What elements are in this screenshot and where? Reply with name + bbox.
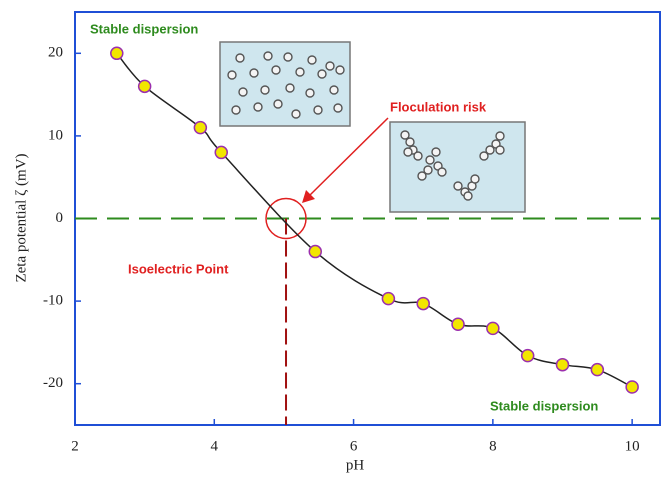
data-point [590, 362, 605, 377]
data-point [625, 380, 639, 394]
inset-flocculated [389, 121, 526, 213]
annotation: Floculation risk [390, 99, 487, 114]
data-point [308, 244, 323, 259]
data-point [520, 348, 535, 363]
x-tick-label: 6 [350, 438, 358, 454]
y-tick-label: -20 [43, 375, 63, 391]
x-axis-label: pH [346, 457, 365, 473]
data-line [116, 52, 633, 388]
data-point [416, 296, 430, 311]
y-tick-label: 10 [48, 127, 63, 143]
x-tick-label: 4 [211, 438, 219, 454]
annotation: Stable dispersion [490, 398, 598, 413]
data-point [555, 357, 570, 372]
arrow [308, 117, 389, 197]
data-point [193, 120, 208, 135]
y-tick-label: 0 [56, 210, 64, 226]
data-point [214, 145, 228, 160]
isoelectric-circle [265, 197, 307, 240]
y-tick-label: -10 [43, 293, 63, 309]
x-tick-label: 2 [71, 438, 79, 454]
x-tick-label: 8 [489, 438, 497, 454]
x-tick-label: 10 [625, 438, 640, 454]
data-point [381, 291, 396, 306]
annotation: Isoelectric Point [128, 261, 229, 276]
y-axis-label: Zeta potential ζ (mV) [13, 153, 29, 282]
data-point [486, 321, 500, 336]
data-point [451, 317, 465, 331]
inset-dispersed [219, 41, 351, 127]
arrow-head [302, 190, 315, 203]
annotation: Stable dispersion [90, 21, 198, 36]
data-point [110, 46, 124, 61]
data-point [137, 79, 152, 94]
y-tick-label: 20 [48, 45, 63, 61]
